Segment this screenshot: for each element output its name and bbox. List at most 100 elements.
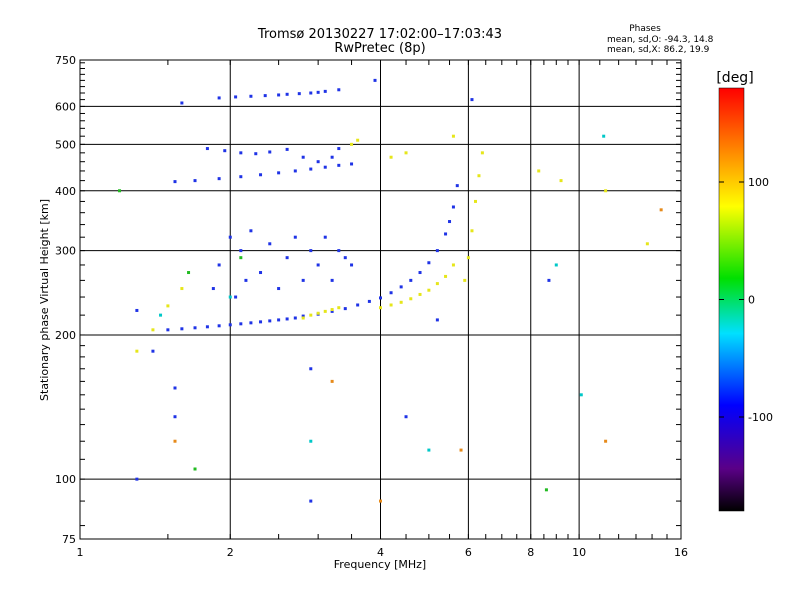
- scatter-point: [448, 220, 452, 224]
- scatter-point: [268, 150, 272, 154]
- scatter-point: [293, 316, 297, 320]
- scatter-point: [301, 155, 305, 159]
- scatter-point: [223, 149, 227, 153]
- scatter-point: [249, 321, 253, 325]
- scatter-point: [159, 313, 163, 317]
- scatter-point: [217, 177, 221, 181]
- scatter-point: [151, 328, 155, 332]
- x-tick-label: 4: [377, 546, 384, 559]
- scatter-point: [399, 285, 403, 289]
- scatter-point: [309, 499, 313, 503]
- scatter-point: [259, 271, 263, 275]
- y-axis-label: Stationary phase Virtual Height [km]: [38, 199, 51, 401]
- scatter-point: [337, 88, 341, 92]
- scatter-point: [444, 274, 448, 278]
- scatter-point: [343, 307, 347, 311]
- scatter-point: [259, 173, 263, 177]
- scatter-point: [579, 393, 583, 397]
- scatter-point: [118, 189, 122, 193]
- scatter-point: [379, 499, 382, 503]
- colorbar-ticks: 100 0 -100: [719, 176, 773, 424]
- scatter-point: [151, 349, 155, 353]
- scatter-point: [166, 304, 170, 308]
- scatter-point: [268, 242, 272, 246]
- scatter-point: [166, 328, 170, 332]
- scatter-point: [234, 95, 238, 99]
- scatter-point: [309, 439, 313, 443]
- scatter-point: [418, 292, 422, 296]
- y-tick-label: 400: [55, 185, 76, 198]
- y-tick-label: 750: [55, 54, 76, 67]
- scatter-point: [323, 309, 327, 313]
- scatter-point: [135, 349, 139, 353]
- scatter-point: [239, 249, 243, 253]
- scatter-point: [330, 155, 334, 159]
- scatter-point: [480, 151, 484, 155]
- scatter-point: [418, 271, 422, 275]
- scatter-point: [337, 147, 341, 151]
- scatter-point: [350, 162, 354, 166]
- scatter-point: [244, 278, 248, 282]
- scatter-point: [293, 169, 297, 173]
- scatter-point: [477, 174, 481, 178]
- chart-title-line2: RwPretec (8p): [334, 41, 425, 56]
- scatter-point: [135, 308, 139, 312]
- scatter-point: [537, 169, 541, 173]
- x-tick-label: 8: [527, 546, 534, 559]
- scatter-point: [323, 89, 327, 93]
- scatter-point: [435, 249, 439, 253]
- scatter-point: [463, 278, 467, 282]
- scatter-point: [547, 278, 551, 282]
- grid-lines: [80, 60, 681, 539]
- scatter-point: [228, 235, 232, 239]
- y-axis-ticks: 75 100 200 300 400 500 600 750: [55, 54, 681, 546]
- scatter-point: [373, 78, 377, 82]
- scatter-point: [559, 179, 563, 183]
- scatter-point: [285, 317, 289, 321]
- colorbar-label: [deg]: [716, 70, 753, 86]
- scatter-point: [350, 263, 354, 267]
- scatter-point: [316, 160, 320, 164]
- scatter-point: [217, 96, 221, 100]
- scatter-point: [180, 287, 184, 291]
- colorbar-tick-label: -100: [748, 411, 773, 424]
- x-tick-label: 6: [465, 546, 472, 559]
- scatter-point: [277, 93, 281, 97]
- scatter-point: [277, 171, 281, 175]
- scatter-point: [259, 320, 263, 324]
- phases-title: Phases: [629, 24, 661, 34]
- phases-o-stats: mean, sd,O: -94.3, 14.8: [607, 35, 714, 45]
- scatter-point: [350, 142, 354, 146]
- colorbar: [deg] 100 0 -100: [716, 70, 773, 512]
- scatter-point: [389, 155, 393, 159]
- scatter-point: [455, 184, 459, 188]
- scatter-point: [435, 318, 439, 322]
- scatter-point: [451, 205, 455, 209]
- scatter-point: [379, 296, 382, 300]
- scatter-point: [404, 151, 408, 155]
- scatter-point: [544, 488, 548, 492]
- x-tick-label: 2: [227, 546, 234, 559]
- scatter-point: [309, 167, 313, 171]
- scatter-point: [427, 288, 431, 292]
- scatter-point: [285, 256, 289, 260]
- scatter-point: [409, 278, 413, 282]
- scatter-point: [330, 308, 334, 312]
- scatter-point: [217, 263, 221, 267]
- scatter-point: [234, 295, 238, 299]
- scatter-point: [187, 271, 191, 275]
- scatter-point: [427, 261, 431, 265]
- scatter-point: [301, 316, 305, 320]
- scatter-point: [249, 94, 253, 98]
- scatter-point: [330, 278, 334, 282]
- scatter-point: [466, 256, 470, 260]
- scatter-point: [285, 92, 289, 96]
- scatter-point: [337, 163, 341, 167]
- x-tick-label: 16: [674, 546, 688, 559]
- scatter-point: [389, 291, 393, 295]
- scatter-point: [602, 134, 606, 138]
- scatter-point: [409, 297, 413, 301]
- plot-area: 1 2 4 6 8 10 16 75 100 200 300 400 500 600 750: [55, 54, 688, 559]
- scatter-point: [451, 263, 455, 267]
